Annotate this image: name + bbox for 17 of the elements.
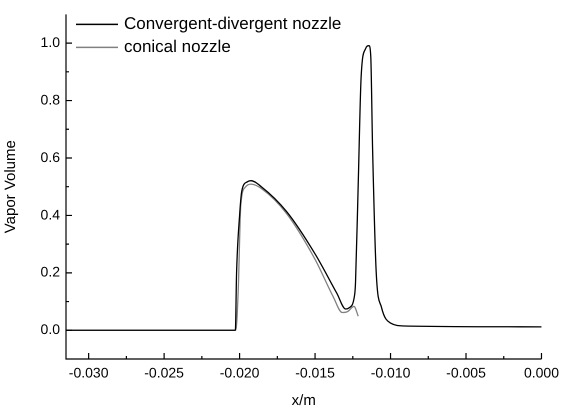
y-tick-label: 0.4 bbox=[40, 206, 60, 222]
x-tick-label: -0.010 bbox=[370, 364, 411, 380]
y-tick-label: 0.2 bbox=[40, 264, 60, 280]
x-tick-label: -0.025 bbox=[144, 364, 184, 380]
x-tick-label: -0.020 bbox=[220, 364, 260, 380]
y-tick-label: 0.8 bbox=[40, 91, 60, 108]
x-tick-label: 0.000 bbox=[524, 364, 560, 380]
y-tick-label: 0.6 bbox=[40, 148, 60, 165]
y-tick-label: 1.0 bbox=[40, 34, 60, 50]
x-axis-title: x/m bbox=[292, 392, 316, 410]
x-tick-label: -0.030 bbox=[68, 364, 109, 380]
y-tick-label: 0.0 bbox=[40, 321, 60, 338]
y-axis-title: Vapor Volume bbox=[2, 140, 20, 234]
x-tick-label: -0.015 bbox=[295, 364, 336, 380]
legend-label: Convergent-divergent nozzle bbox=[124, 14, 342, 34]
legend-label: conical nozzle bbox=[124, 37, 231, 56]
x-tick-label: -0.005 bbox=[446, 364, 486, 380]
